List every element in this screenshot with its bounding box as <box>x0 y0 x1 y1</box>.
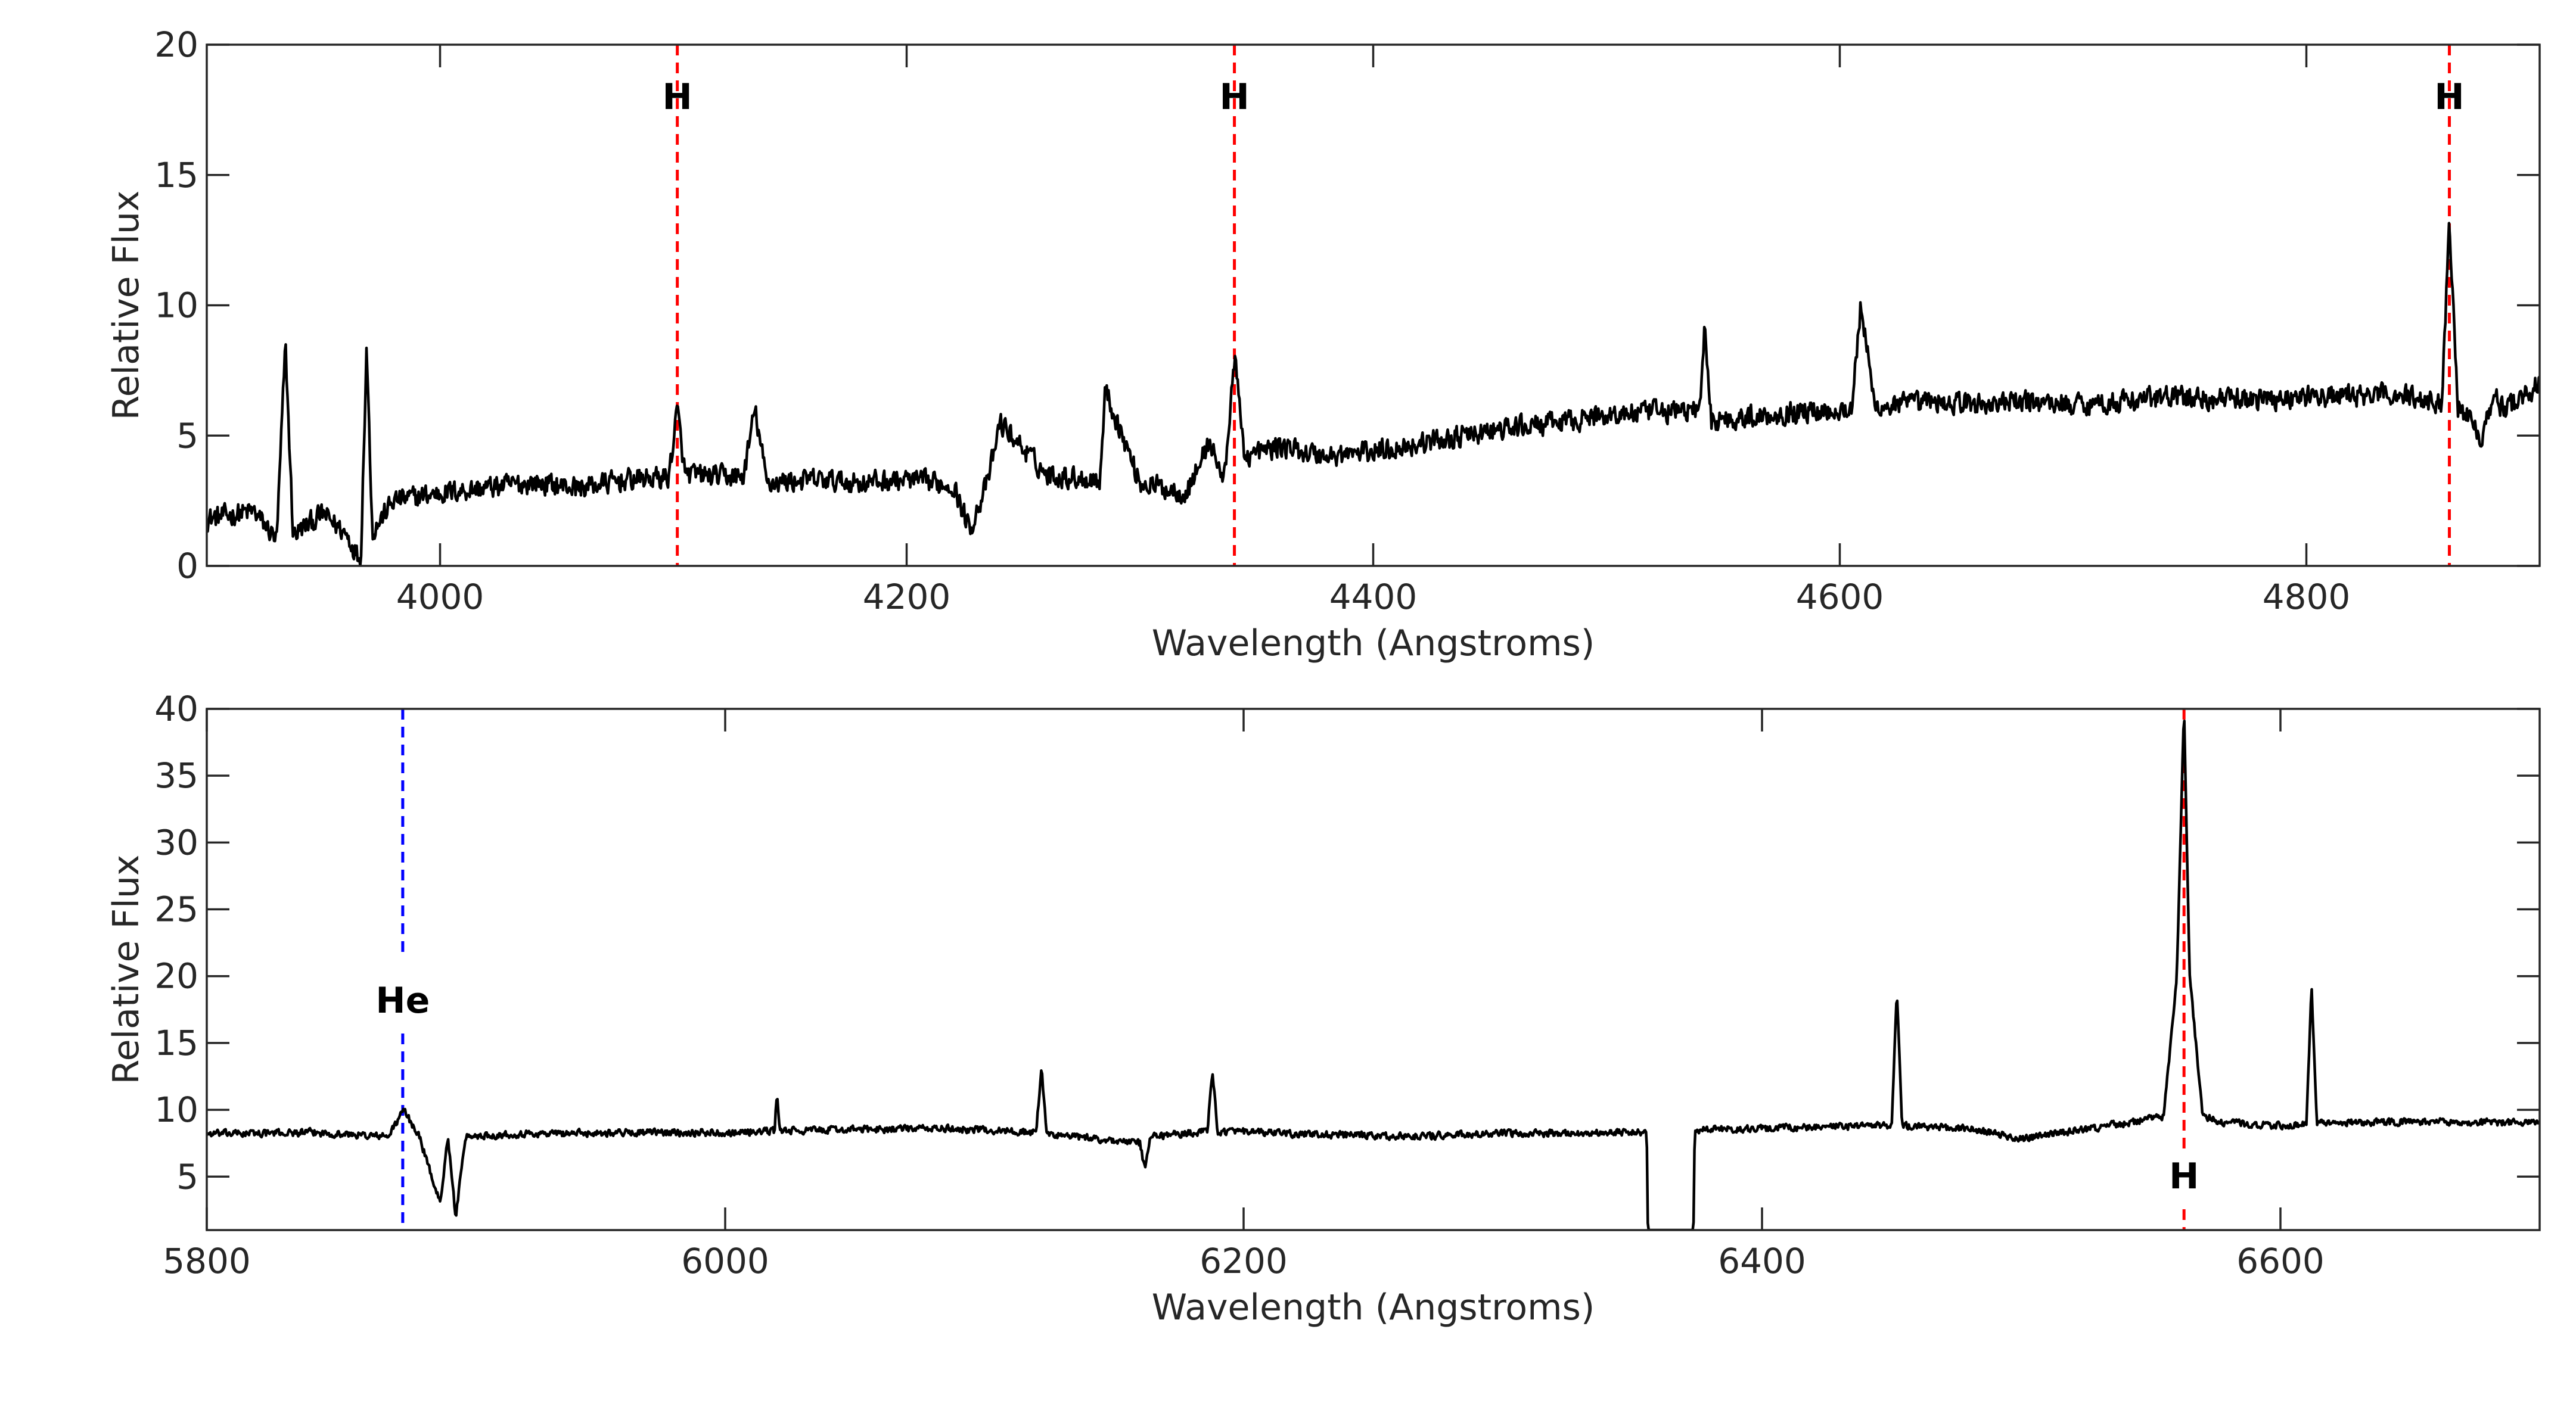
line-label-background <box>369 976 436 1023</box>
y-tick-label: 30 <box>154 822 198 863</box>
h-line-label-1: H <box>1219 76 1249 118</box>
h-line-label-0: H <box>663 76 692 118</box>
y-tick-label: 15 <box>154 1023 198 1063</box>
x-tick-label: 6600 <box>2236 1241 2325 1281</box>
y-tick-label: 20 <box>154 24 198 65</box>
x-tick-label: 6000 <box>681 1241 769 1281</box>
y-tick-label: 0 <box>176 546 198 586</box>
y-tick-label: 25 <box>154 889 198 930</box>
y-tick-label: 40 <box>154 689 198 729</box>
h-line-label-1: H <box>2169 1156 2199 1197</box>
x-axis-label: Wavelength (Angstroms) <box>1152 1287 1595 1328</box>
x-tick-label: 4000 <box>396 577 484 617</box>
lower-spectrum-panel: 5800 6000 6200 6400 6600 5 10 15 20 25 30 35 40 Wavel… <box>105 689 2541 1328</box>
upper-spectrum-panel: 4000 4200 4400 4600 4800 0 5 10 15 20 Wavelength (… <box>105 24 2541 664</box>
y-tick-label: 5 <box>176 1156 198 1197</box>
y-tick-label: 10 <box>154 1090 198 1130</box>
plot-area-frame <box>206 708 2541 1231</box>
y-tick-label: 10 <box>154 285 198 326</box>
x-tick-label: 6400 <box>1718 1241 1806 1281</box>
x-tick-label: 6200 <box>1200 1241 1288 1281</box>
x-tick-label: 4200 <box>863 577 951 617</box>
x-tick-label: 4800 <box>2263 577 2351 617</box>
y-tick-label: 35 <box>154 755 198 796</box>
y-axis-label: Relative Flux <box>105 191 147 421</box>
y-tick-label: 20 <box>154 956 198 997</box>
y-tick-label: 5 <box>176 415 198 456</box>
y-axis-label: Relative Flux <box>105 855 147 1085</box>
he-line-label-0: He <box>375 980 430 1022</box>
x-tick-label: 4600 <box>1796 577 1884 617</box>
x-axis-label: Wavelength (Angstroms) <box>1152 622 1595 664</box>
h-line-label-2: H <box>2434 76 2464 118</box>
spectrum-trace <box>207 222 2540 566</box>
x-tick-label: 5800 <box>163 1241 251 1281</box>
y-tick-label: 15 <box>154 155 198 195</box>
line-label-background <box>2164 1151 2204 1199</box>
x-tick-label: 4400 <box>1329 577 1418 617</box>
